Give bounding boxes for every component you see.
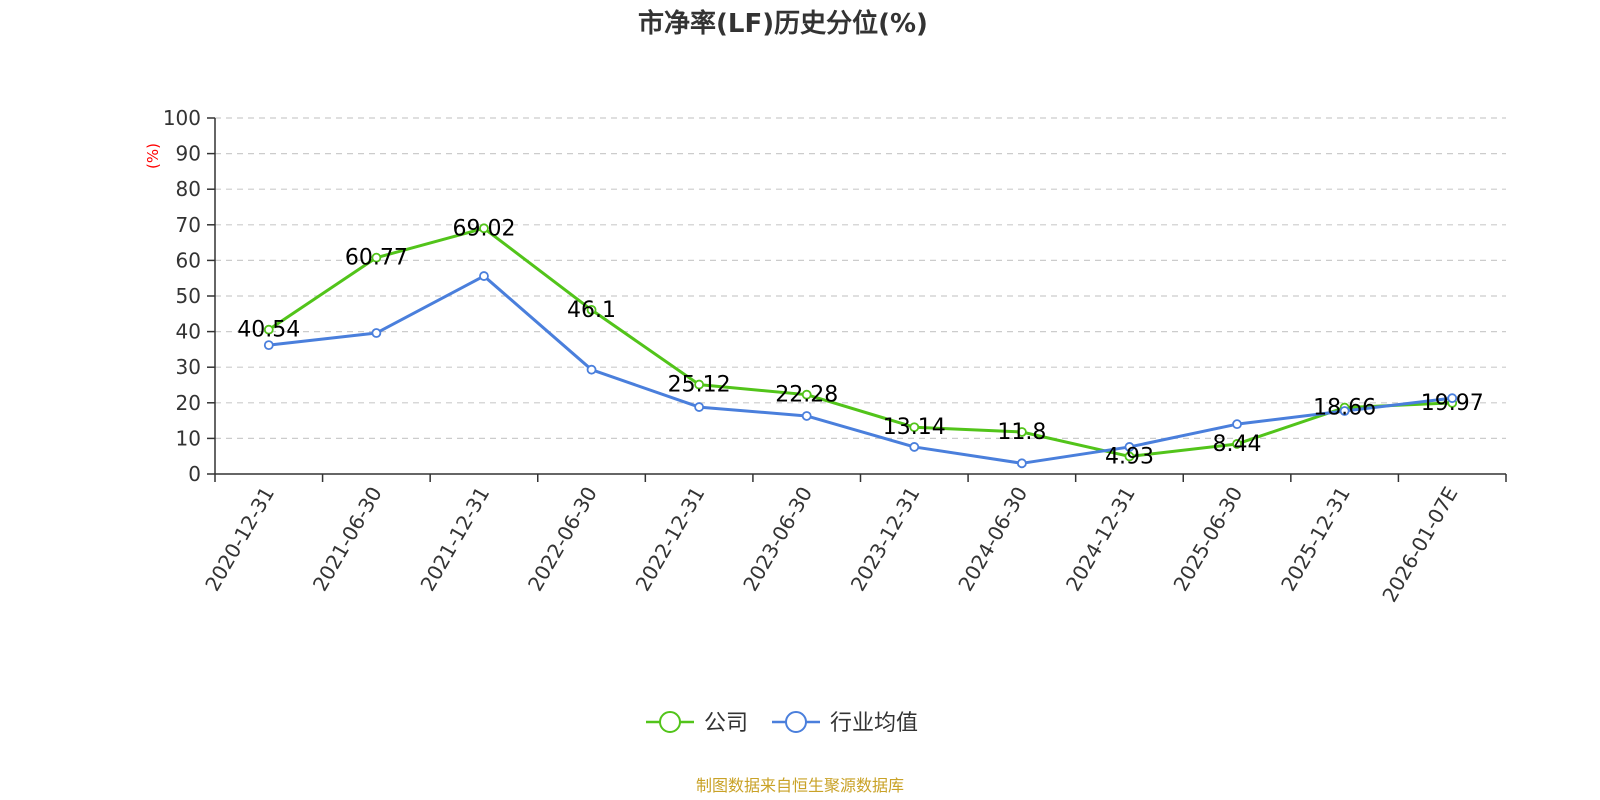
data-label: 69.02 [452,216,515,241]
data-point[interactable] [479,223,489,234]
data-point[interactable] [1232,419,1242,430]
data-point[interactable] [371,252,382,263]
data-point[interactable] [1447,393,1458,404]
data-point[interactable] [1016,427,1027,437]
data-point[interactable] [371,328,382,338]
y-tick-label: 70 [176,213,201,237]
x-tick-label: 2025-12-31 [1276,483,1355,596]
data-point[interactable] [909,442,920,452]
chart-title: 市净率(LF)历史分位(%) [638,8,928,39]
y-tick-label: 60 [176,248,201,272]
data-point[interactable] [1232,439,1242,449]
data-point[interactable] [801,411,812,421]
data-point[interactable] [1124,442,1135,452]
series-0 [263,223,1458,462]
data-point[interactable] [909,422,920,433]
data-point[interactable] [479,271,489,281]
legend-item-1[interactable]: 行业均值 [772,711,918,736]
legend-label: 公司 [704,711,748,736]
y-tick-label: 100 [163,106,201,130]
data-point[interactable] [586,364,597,375]
y-tick-label: 0 [188,462,201,486]
data-label: 60.77 [345,246,408,271]
x-tick-label: 2021-06-30 [308,483,387,596]
data-label: 25.12 [668,373,731,398]
data-label-layer: 40.54 60.77 69.02 46.1 25.12 22.28 13.14 11.8 4.… [237,216,1483,469]
data-point[interactable] [1016,458,1027,469]
x-tick-label: 2023-06-30 [738,483,817,596]
y-tick-label: 90 [176,142,201,166]
y-tick-label: 80 [176,177,201,201]
legend[interactable]: 公司 行业均值 [646,711,918,736]
data-point[interactable] [1339,406,1350,416]
data-point[interactable] [586,304,597,315]
data-label: 18.66 [1313,396,1376,421]
y-tick-label: 20 [176,391,201,415]
data-label: 46.1 [567,298,616,323]
series-line [267,226,1453,458]
legend-circle-icon [659,711,681,733]
x-tick-label: 2023-12-31 [846,483,925,596]
x-tick-label: 2020-12-31 [200,483,279,596]
data-label: 4.93 [1105,444,1154,469]
y-tick-label: 10 [176,426,201,450]
data-label: 8.44 [1213,432,1262,457]
legend-label: 行业均值 [830,711,918,736]
data-label: 22.28 [775,383,838,408]
data-point[interactable] [694,402,705,412]
series-1 [263,271,1458,469]
legend-circle-icon [785,711,807,733]
x-tick-label: 2024-12-31 [1061,483,1140,596]
y-tick-label: 50 [176,284,201,308]
source-note: 制图数据来自恒生聚源数据库 [696,776,904,795]
legend-item-0[interactable]: 公司 [646,711,748,736]
data-point[interactable] [263,324,274,335]
data-label: 11.8 [997,420,1046,445]
data-label: 19.97 [1421,391,1484,416]
y-tick-label: 40 [176,320,201,344]
data-label: 40.54 [237,318,300,343]
data-point[interactable] [263,340,274,351]
series-line [268,274,1453,465]
x-tick-label: 2026-01-07E [1377,483,1462,607]
x-tick-label: 2022-06-30 [523,483,602,596]
x-tick-label: 2022-12-31 [631,483,710,596]
x-tick-label: 2021-12-31 [415,483,494,596]
data-point[interactable] [801,389,812,400]
data-point[interactable] [1124,451,1135,462]
x-tick-label: 2024-06-30 [953,483,1032,596]
y-tick-label: 30 [176,355,201,379]
data-label: 13.14 [883,415,946,440]
data-point[interactable] [694,379,705,390]
series-layer [263,223,1458,469]
grid-layer [215,117,1506,439]
x-tick-label: 2025-06-30 [1168,483,1247,596]
y-axis-unit: (%) [144,143,162,169]
axis-layer: 0 10 20 30 40 50 60 70 80 90 100 2020-12-31 2021-06-… [163,106,1507,607]
